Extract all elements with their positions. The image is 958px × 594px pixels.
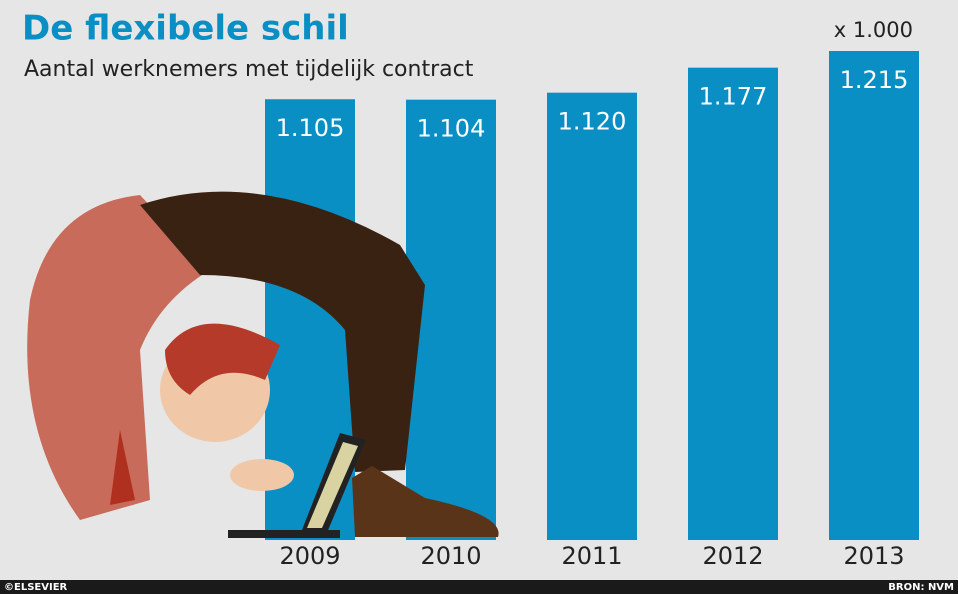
hand xyxy=(230,459,294,491)
illustration xyxy=(27,191,499,538)
shoe xyxy=(352,466,499,537)
value-label: 1.215 xyxy=(840,66,909,94)
x-tick-label: 2013 xyxy=(843,542,904,570)
tie xyxy=(110,430,135,505)
laptop-display xyxy=(307,442,358,528)
bar xyxy=(829,51,919,540)
unit-note: x 1.000 xyxy=(834,18,913,42)
value-label: 1.104 xyxy=(417,115,486,143)
x-tick-label: 2012 xyxy=(702,542,763,570)
x-tick-label: 2011 xyxy=(561,542,622,570)
shirt xyxy=(27,195,210,520)
credit: ©ELSEVIER xyxy=(4,582,68,593)
bars: 1.105 1.104 1.120 1.177 1.215 xyxy=(265,51,919,541)
bar xyxy=(688,67,778,541)
source: BRON: NVM xyxy=(888,582,954,593)
laptop-base xyxy=(228,530,340,538)
pants xyxy=(140,191,425,472)
chart-subtitle: Aantal werknemers met tijdelijk contract xyxy=(24,57,474,82)
x-tick-label: 2010 xyxy=(420,542,481,570)
footer-bar xyxy=(0,580,958,594)
chart-title: De flexibele schil xyxy=(22,9,349,49)
x-tick-label: 2009 xyxy=(279,542,340,570)
value-label: 1.105 xyxy=(276,114,345,142)
value-label: 1.177 xyxy=(699,83,768,111)
bar xyxy=(547,92,637,541)
hair xyxy=(165,323,280,395)
value-label: 1.120 xyxy=(558,108,627,136)
